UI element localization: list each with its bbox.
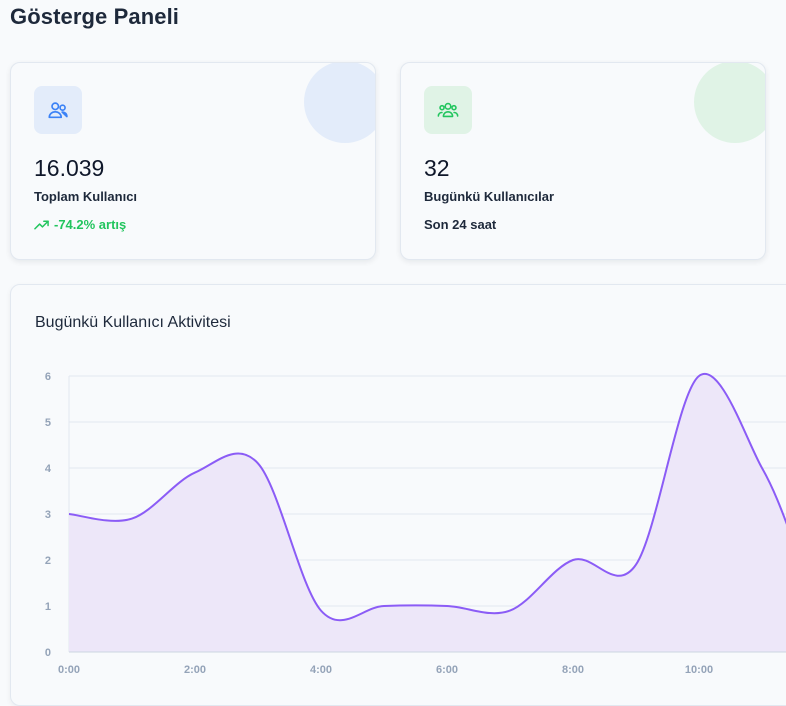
users-icon bbox=[34, 86, 82, 134]
activity-chart: 0 1 2 3 4 5 6 0:00 2:00 4:00 6:00 8:00 10:00 bbox=[45, 371, 786, 676]
y-tick-label: 1 bbox=[45, 601, 51, 613]
x-tick-label: 2:00 bbox=[184, 664, 206, 676]
x-tick-label: 10:00 bbox=[685, 664, 713, 676]
total-users-label: Toplam Kullanıcı bbox=[34, 189, 138, 204]
series-line bbox=[68, 372, 786, 622]
y-tick-label: 4 bbox=[45, 463, 52, 475]
x-tick-label: 0:00 bbox=[58, 664, 80, 676]
y-tick-label: 6 bbox=[45, 371, 51, 383]
x-tick-label: 8:00 bbox=[562, 664, 584, 676]
y-tick-label: 2 bbox=[45, 555, 51, 567]
today-users-card: 32 Bugünkü Kullanıcılar Son 24 saat bbox=[400, 62, 766, 260]
page-title: Gösterge Paneli bbox=[10, 4, 180, 29]
y-tick-label: 5 bbox=[45, 417, 51, 429]
area-fill bbox=[69, 373, 786, 652]
card-decoration bbox=[304, 63, 375, 143]
total-users-change-text: -74.2% artış bbox=[54, 217, 127, 232]
chart-title: Bugünkü Kullanıcı Aktivitesi bbox=[35, 314, 231, 331]
total-users-change: -74.2% artış bbox=[34, 217, 126, 232]
y-tick-label: 3 bbox=[45, 509, 51, 521]
today-users-subtitle-text: Son 24 saat bbox=[424, 217, 497, 232]
activity-chart-card: Bugünkü Kullanıcı Aktivitesi 0 1 2 3 4 5 6 0:00… bbox=[10, 284, 786, 706]
x-tick-label: 4:00 bbox=[310, 664, 332, 676]
total-users-value: 16.039 bbox=[34, 155, 105, 181]
total-users-card: 16.039 Toplam Kullanıcı -74.2% artış bbox=[10, 62, 376, 260]
user-group-icon bbox=[424, 86, 472, 134]
today-users-value: 32 bbox=[424, 155, 450, 181]
today-users-label: Bugünkü Kullanıcılar bbox=[424, 189, 555, 204]
trending-up-icon bbox=[34, 220, 49, 229]
x-tick-label: 6:00 bbox=[436, 664, 458, 676]
card-decoration bbox=[694, 63, 765, 143]
y-tick-label: 0 bbox=[45, 647, 51, 659]
today-users-subtitle: Son 24 saat bbox=[424, 217, 496, 232]
